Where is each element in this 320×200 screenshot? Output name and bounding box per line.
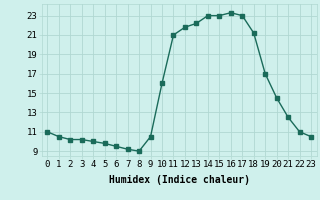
X-axis label: Humidex (Indice chaleur): Humidex (Indice chaleur) bbox=[109, 175, 250, 185]
